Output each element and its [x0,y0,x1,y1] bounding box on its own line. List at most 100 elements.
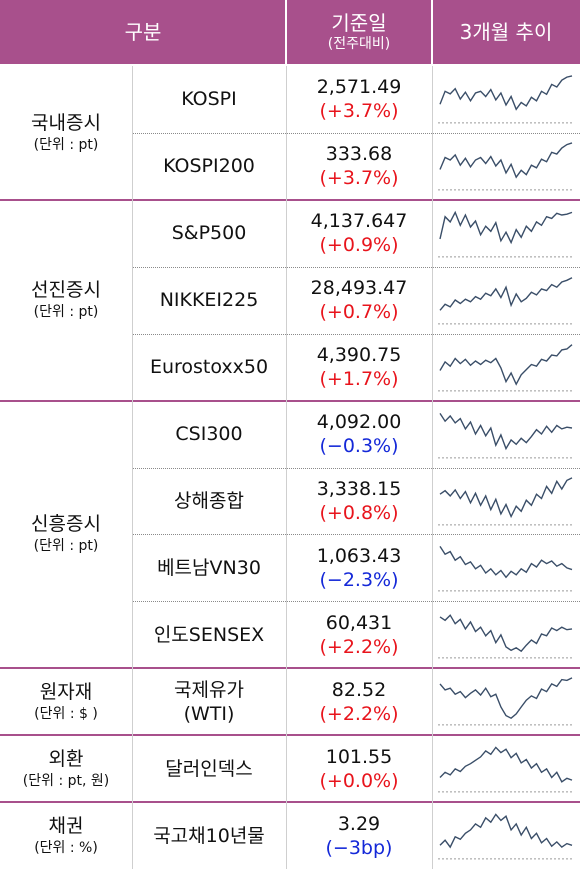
trend-sparkline [438,677,574,726]
trend-sparkline [438,412,574,458]
row-value: 101.55 [325,745,393,768]
group-divider [0,399,580,402]
row-name: 국제유가 [174,678,244,701]
row-divider [132,266,580,268]
row-value-cell: 3,338.15 (+0.8%) [286,468,432,535]
row-value: 3,338.15 [316,477,402,500]
row-name-cell: Eurostoxx50 [132,334,286,401]
group-name: 국내증시 [31,111,101,134]
row-value-cell: 4,137.647 (+0.9%) [286,200,432,267]
column-divider [132,66,133,869]
row-value: 3.29 [337,812,381,835]
row-value-cell: 60,431 (+2.2%) [286,601,432,668]
group-unit: (단위 : pt, 원) [22,772,110,789]
row-value: 4,092.00 [316,411,402,434]
trend-sparkline [438,75,574,124]
trend-line [439,75,573,111]
row-value: 28,493.47 [310,277,408,300]
group-divider [0,198,580,201]
row-name-cell: 국고채10년물 [132,802,286,869]
group-label: 외환 (단위 : pt, 원) [0,735,132,802]
group-name: 채권 [48,814,84,837]
trend-sparkline [438,746,574,793]
row-value-cell: 1,063.43 (−2.3%) [286,534,432,601]
trend-sparkline [438,276,574,325]
row-name-cell: KOSPI200 [132,133,286,200]
row-value-cell: 82.52 (+2.2%) [286,668,432,735]
row-divider [132,132,580,134]
header-category: 구분 [0,0,286,64]
trend-line [439,412,573,450]
row-divider [132,333,580,335]
trend-sparkline [438,614,574,659]
group-name: 외환 [48,747,84,770]
row-name: KOSPI200 [163,155,255,178]
row-change: (−0.3%) [319,435,399,458]
trend-line [439,343,573,386]
row-value-cell: 4,390.75 (+1.7%) [286,334,432,401]
row-value: 4,137.647 [310,210,408,233]
header-base-date-sub: (전주대비) [327,36,391,52]
group-label: 국내증시 (단위 : pt) [0,66,132,200]
group-unit: (단위 : $ ) [34,705,98,722]
row-name: Eurostoxx50 [149,356,269,379]
header-divider [431,0,433,64]
row-name-cell: KOSPI [132,66,286,133]
header-base-date-label: 기준일 [331,11,387,35]
header-base-date: 기준일 (전주대비) [286,0,432,64]
row-name: 인도SENSEX [153,623,265,646]
group-divider [0,667,580,670]
header-category-label: 구분 [124,20,162,44]
row-name-cell: CSI300 [132,401,286,468]
group-label: 원자재 (단위 : $ ) [0,668,132,735]
trend-line [439,746,573,783]
group-label: 채권 (단위 : %) [0,802,132,869]
row-change: (+0.0%) [319,769,399,792]
group-divider [0,734,580,737]
row-name: 베트남VN30 [157,556,261,579]
row-name: S&P500 [171,222,247,245]
trend-line [439,546,573,579]
group-label: 신흥증시 (단위 : pt) [0,401,132,669]
group-label: 선진증시 (단위 : pt) [0,200,132,401]
group-unit: (단위 : %) [34,839,98,856]
row-name-cell: S&P500 [132,200,286,267]
trend-sparkline [438,813,574,860]
row-change: (−2.3%) [319,568,399,591]
row-value-cell: 3.29 (−3bp) [286,802,432,869]
row-value: 4,390.75 [316,344,402,367]
row-value: 2,571.49 [316,76,402,99]
row-name-cell: 국제유가 (WTI) [132,668,286,735]
row-change: (+2.2%) [319,702,399,725]
trend-line [439,142,573,179]
row-name-cell: NIKKEI225 [132,267,286,334]
trend-line [439,813,573,849]
row-name-cell: 인도SENSEX [132,601,286,668]
row-change: (−3bp) [325,836,393,859]
row-name: 달러인덱스 [165,757,253,780]
column-divider [432,66,433,869]
row-name-cell: 달러인덱스 [132,735,286,802]
row-value: 60,431 [325,611,393,634]
row-name: 상해종합 [174,489,244,512]
trend-line [439,276,573,311]
row-change: (+3.7%) [319,100,399,123]
group-name: 신흥증시 [31,513,101,536]
row-name-cell: 베트남VN30 [132,534,286,601]
row-value-cell: 101.55 (+0.0%) [286,735,432,802]
group-name: 선진증시 [31,279,101,302]
row-change: (+2.2%) [319,635,399,658]
header-trend-label: 3개월 추이 [459,20,553,44]
group-unit: (단위 : pt) [33,136,99,153]
trend-line [439,476,573,518]
group-divider [0,801,580,804]
row-name: CSI300 [175,423,243,446]
row-divider [132,534,580,536]
trend-sparkline [438,476,574,525]
group-name: 원자재 [39,680,93,703]
row-change: (+0.8%) [319,501,399,524]
row-name: KOSPI [181,88,237,111]
trend-sparkline [438,343,574,392]
trend-line [439,677,573,720]
row-change: (+0.9%) [319,234,399,257]
